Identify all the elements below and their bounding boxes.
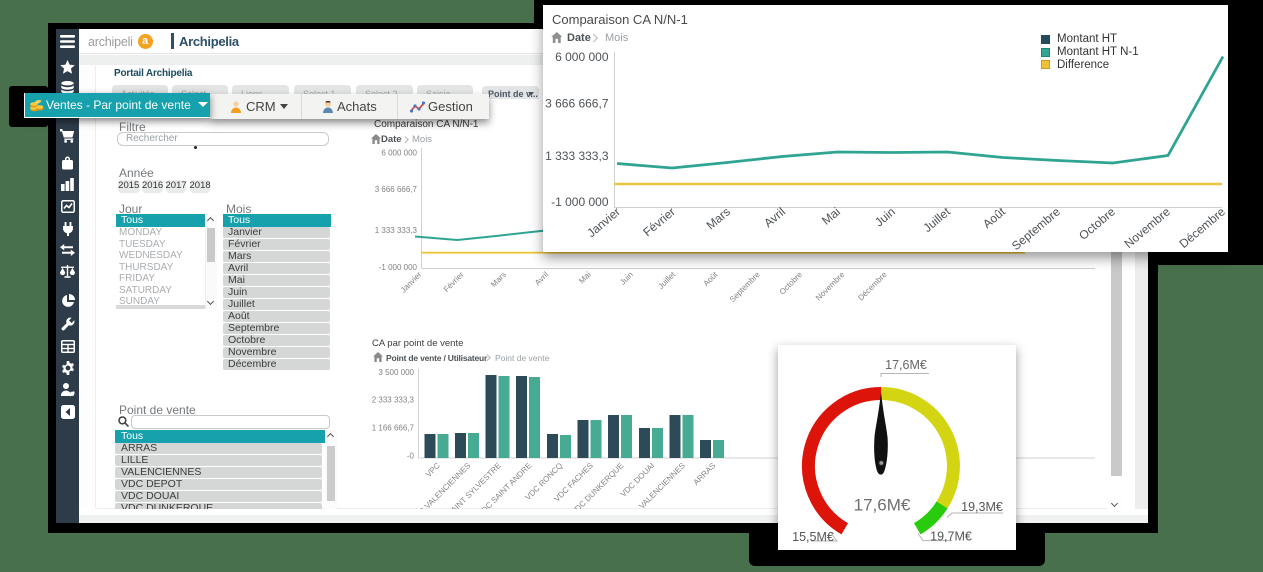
svg-text:2 333 333,3: 2 333 333,3 [372, 396, 415, 405]
svg-text:ARRAS: ARRAS [692, 461, 718, 487]
svg-text:Septembre: Septembre [1009, 204, 1063, 252]
svg-text:Février: Février [442, 270, 466, 294]
svg-text:Juillet: Juillet [656, 270, 677, 291]
svg-text:Novembre: Novembre [1122, 204, 1174, 251]
svg-text:-1 000 000: -1 000 000 [551, 195, 609, 209]
svg-text:1 166 666,7: 1 166 666,7 [372, 424, 415, 433]
svg-text:Janvier: Janvier [584, 204, 623, 240]
svg-text:Février: Février [640, 204, 678, 239]
svg-text:Mai: Mai [577, 270, 593, 286]
svg-text:Octobre: Octobre [778, 270, 805, 297]
svg-text:6 000 000: 6 000 000 [381, 149, 417, 158]
svg-text:6 000 000: 6 000 000 [555, 50, 609, 64]
svg-text:Juin: Juin [618, 270, 635, 287]
svg-text:VPC: VPC [424, 461, 442, 479]
svg-text:19,7M€: 19,7M€ [930, 530, 972, 544]
svg-text:Août: Août [702, 270, 721, 289]
svg-text:Décembre: Décembre [856, 270, 889, 303]
svg-text:Mars: Mars [489, 270, 508, 289]
svg-text:19,3M€: 19,3M€ [961, 500, 1003, 514]
svg-text:15,5M€: 15,5M€ [792, 530, 834, 544]
svg-text:-0: -0 [407, 452, 415, 461]
svg-text:Mars: Mars [703, 204, 732, 232]
svg-text:Octobre: Octobre [1076, 204, 1118, 242]
svg-text:-1 000 000: -1 000 000 [379, 263, 418, 272]
svg-text:Décembre: Décembre [1177, 204, 1228, 251]
svg-text:1 333 333,3: 1 333 333,3 [545, 149, 609, 163]
svg-text:3 500 000: 3 500 000 [378, 368, 414, 377]
svg-text:1 333 333,3: 1 333 333,3 [375, 226, 418, 235]
svg-text:3 666 666,7: 3 666 666,7 [375, 185, 418, 194]
svg-text:Juin: Juin [872, 204, 898, 229]
svg-text:Juillet: Juillet [920, 204, 953, 235]
svg-text:Mai: Mai [819, 204, 843, 227]
svg-text:Avril: Avril [533, 270, 550, 287]
svg-text:Novembre: Novembre [814, 270, 847, 303]
svg-text:VDC DUNKERQUE: VDC DUNKERQUE [569, 461, 625, 509]
svg-text:Janvier: Janvier [399, 270, 424, 295]
svg-text:3 666 666,7: 3 666 666,7 [545, 96, 609, 110]
svg-text:17,6M€: 17,6M€ [854, 496, 911, 515]
svg-text:17,6M€: 17,6M€ [885, 358, 927, 372]
svg-text:Avril: Avril [761, 204, 788, 230]
svg-text:Août: Août [980, 204, 1008, 231]
svg-text:Septembre: Septembre [728, 270, 762, 304]
